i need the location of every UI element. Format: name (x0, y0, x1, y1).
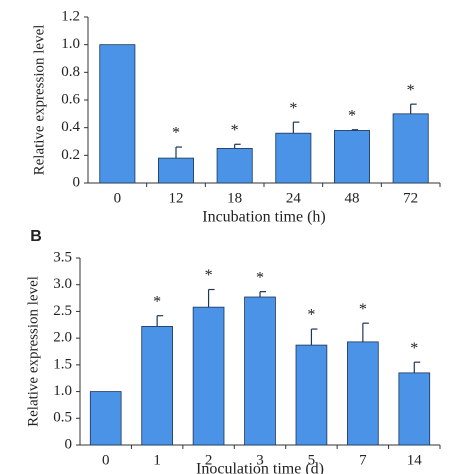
x-tick-label: 7 (359, 452, 367, 468)
bar (333, 130, 370, 184)
significance-mark: * (359, 301, 367, 318)
bar (347, 341, 379, 446)
significance-mark: * (289, 100, 297, 117)
y-tick-label: 1.2 (61, 8, 80, 24)
y-tick-label: 0.5 (53, 410, 72, 426)
significance-mark: * (407, 82, 415, 99)
bar (392, 113, 429, 184)
bar (99, 44, 136, 184)
y-tick-label: 0.4 (61, 119, 80, 135)
y-tick-label: 0 (73, 174, 81, 190)
x-axis-label: Inoculation time (d) (196, 461, 324, 474)
x-tick-label: 1 (153, 452, 161, 468)
bar (141, 325, 173, 446)
y-tick-label: 0 (65, 436, 73, 452)
y-tick-label: 1.5 (53, 356, 72, 372)
x-tick-label: 48 (345, 190, 360, 206)
panel-label: B (30, 228, 42, 245)
y-tick-label: 3.0 (53, 276, 72, 292)
x-axis-label: Incubation time (h) (202, 209, 326, 226)
significance-mark: * (205, 267, 213, 284)
y-tick-label: 2.0 (53, 330, 72, 346)
x-tick-label: 12 (169, 190, 184, 206)
bar (216, 148, 253, 184)
bar (275, 132, 312, 184)
significance-mark: * (256, 269, 264, 286)
y-tick-label: 0.2 (61, 147, 80, 163)
y-tick-label: 1.0 (61, 36, 80, 52)
significance-mark: * (307, 307, 315, 324)
x-tick-label: 24 (286, 190, 302, 206)
y-axis-label: Relative expression level (31, 25, 47, 176)
x-tick-label: 14 (407, 452, 423, 468)
y-tick-label: 0.8 (61, 64, 80, 80)
x-tick-label: 2 (205, 452, 213, 468)
y-tick-label: 2.5 (53, 303, 72, 319)
bar (398, 372, 431, 446)
x-tick-label: 0 (114, 190, 122, 206)
significance-mark: * (348, 107, 356, 124)
significance-mark: * (153, 293, 161, 310)
bar (244, 296, 276, 446)
y-tick-label: 0.6 (61, 91, 80, 107)
significance-mark: * (172, 125, 180, 142)
significance-mark: * (231, 122, 239, 139)
x-tick-label: 72 (403, 190, 418, 206)
bar (89, 391, 122, 446)
bar (295, 344, 328, 446)
y-axis-label: Relative expression level (25, 276, 41, 427)
x-tick-label: 0 (102, 452, 110, 468)
x-tick-label: 5 (308, 452, 316, 468)
bar (157, 157, 194, 184)
x-tick-label: 3 (256, 452, 264, 468)
significance-mark: * (410, 340, 418, 357)
y-tick-label: 3.5 (53, 249, 72, 265)
y-tick-label: 1.0 (53, 383, 72, 399)
bar (192, 306, 225, 446)
x-tick-label: 18 (227, 190, 242, 206)
